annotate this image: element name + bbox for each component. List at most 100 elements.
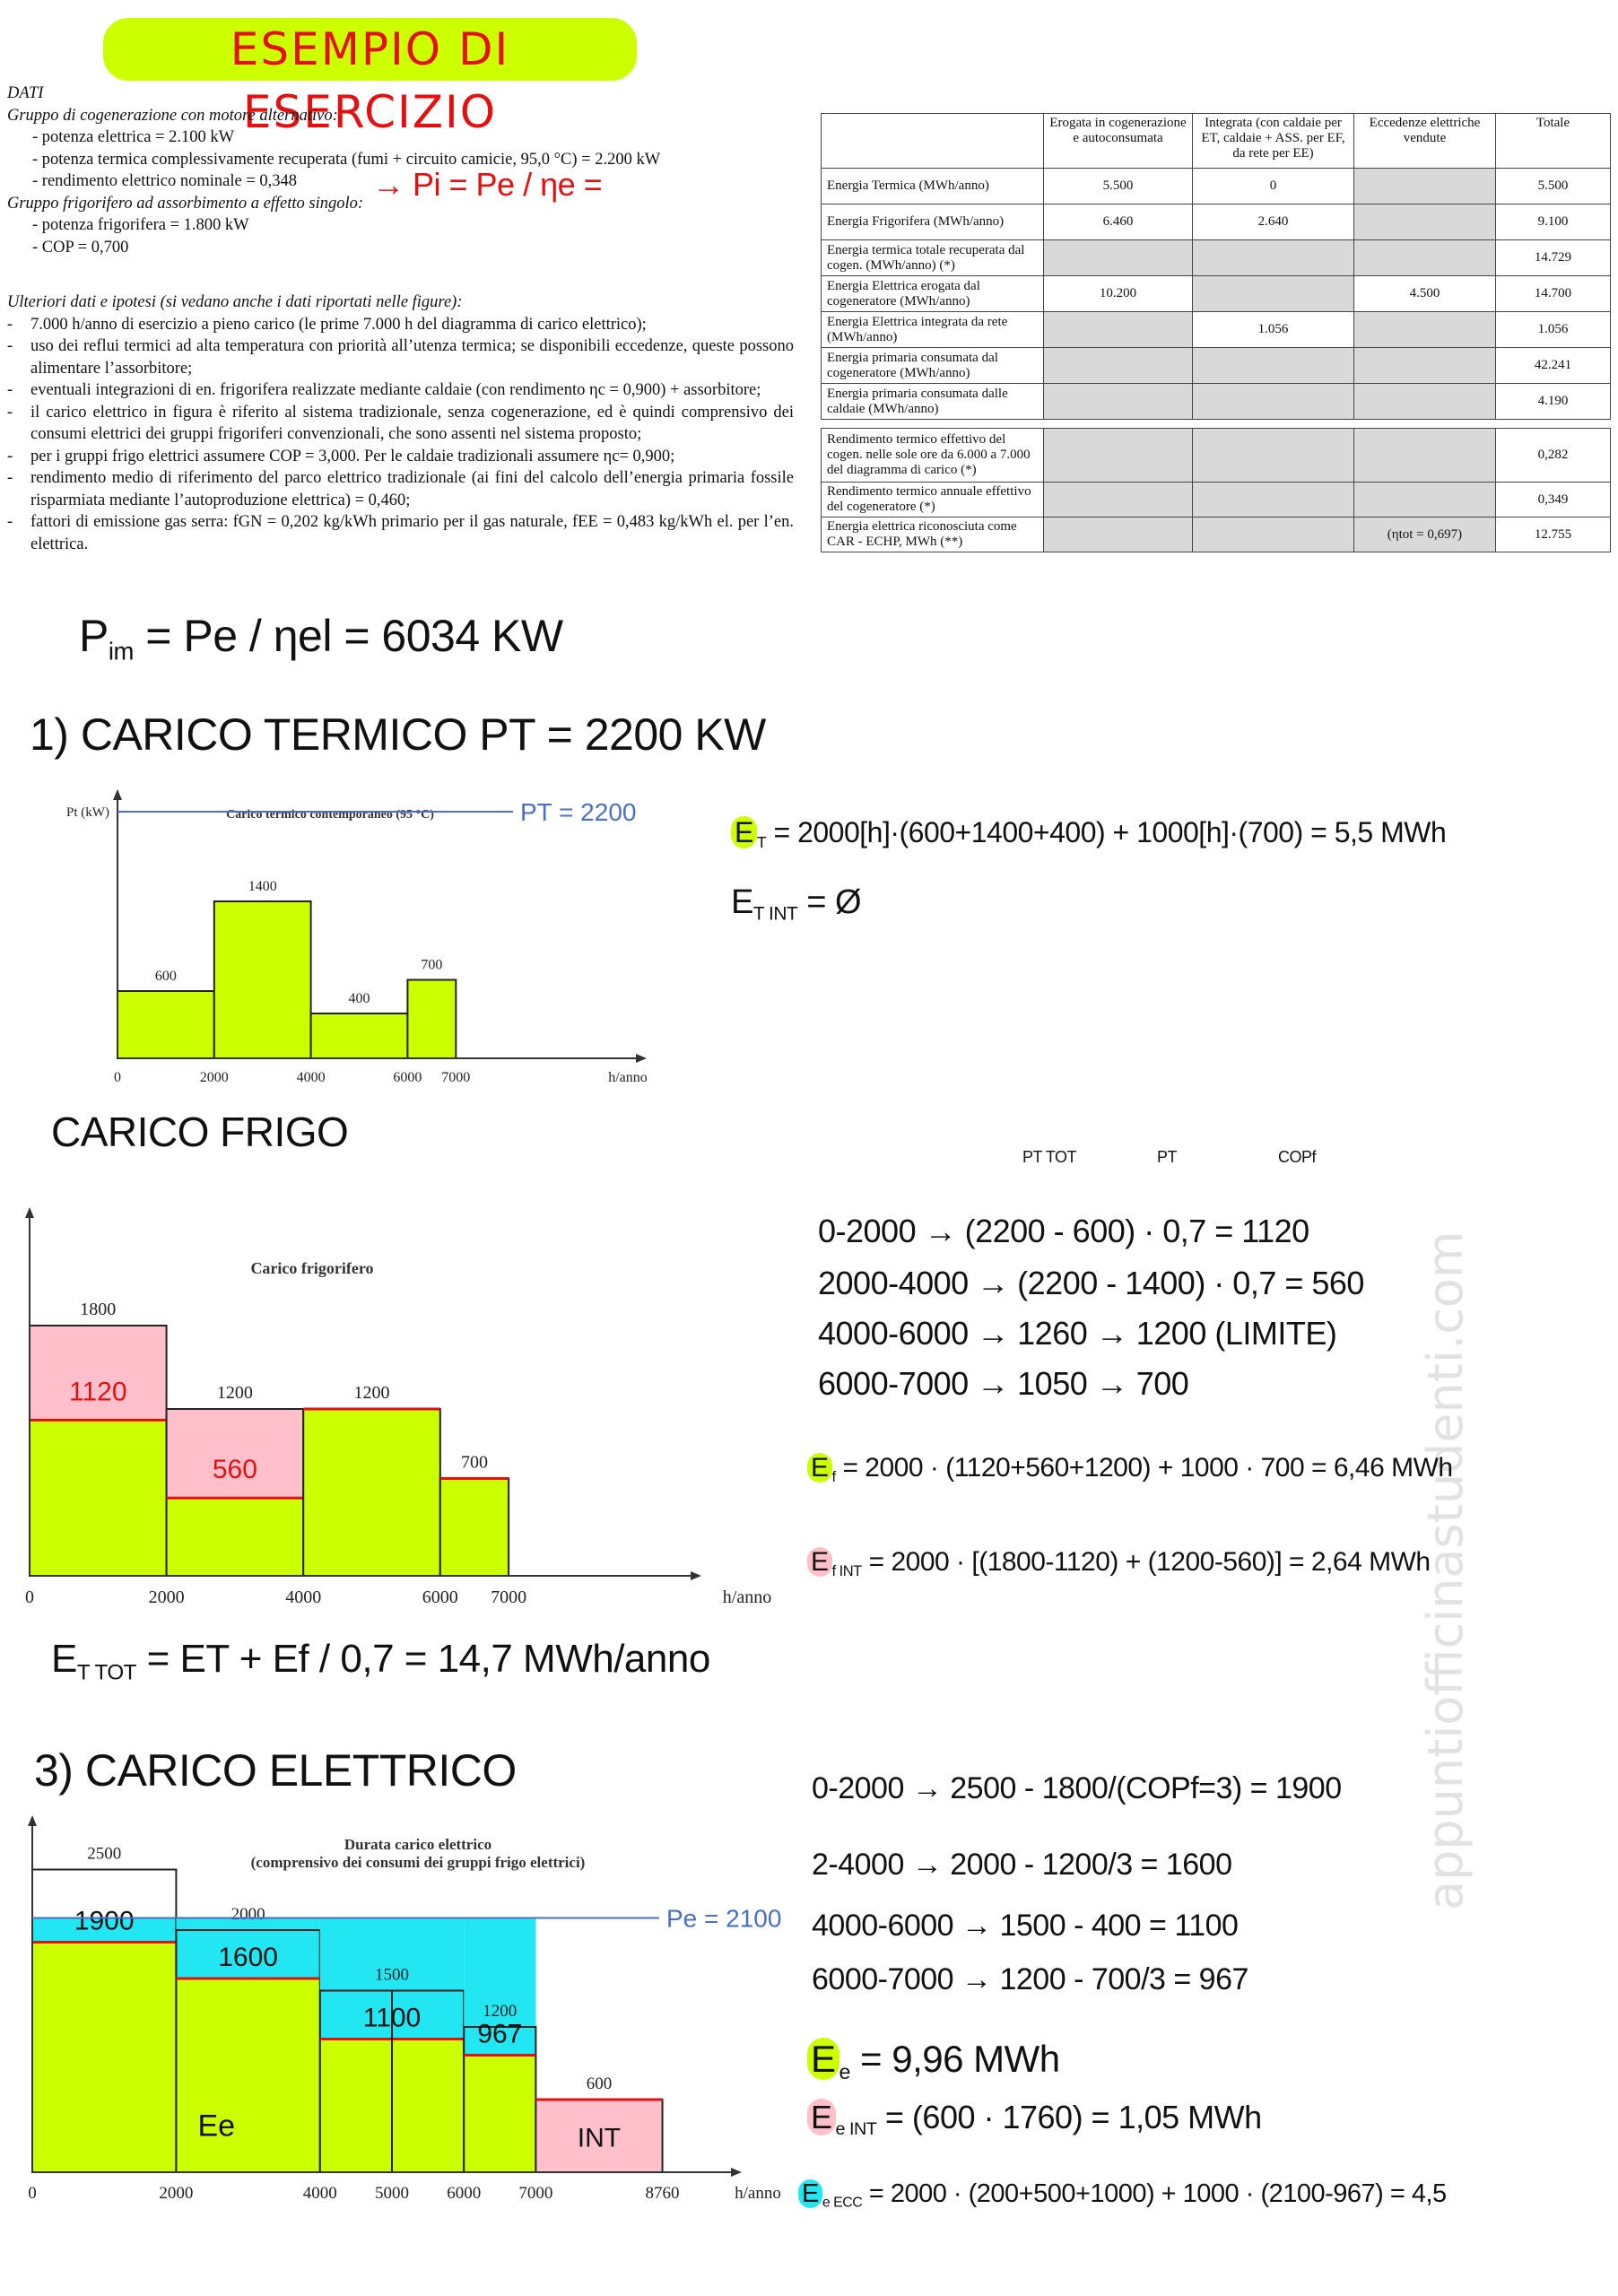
ef-int-symbol: E — [807, 1547, 832, 1577]
chart-title: Durata carico elettrico — [344, 1836, 491, 1853]
empty-cell — [1192, 383, 1354, 420]
handwritten-bar-note: 967 — [477, 2019, 522, 2048]
x-tick-label: 6000 — [393, 1070, 422, 1085]
value-cell: 5.500 — [1495, 168, 1611, 204]
pim-formula: Pim = Pe / ηel = 6034 KW — [79, 610, 563, 666]
x-tick-label: 5000 — [375, 2184, 409, 2203]
bar-erogata — [176, 1979, 320, 2172]
handwritten-bar-note: 1100 — [363, 2004, 422, 2033]
ee-int-rhs: = (600 · 1760) = 1,05 MWh — [884, 2099, 1262, 2135]
cogen-item: - potenza elettrica = 2.100 kW — [32, 128, 235, 146]
cogen-item: - potenza termica complessivamente recup… — [32, 150, 661, 169]
x-tick-label: 7000 — [518, 2184, 552, 2203]
x-tick-label: 0 — [114, 1070, 121, 1085]
col-label-pttot: PT TOT — [1022, 1148, 1077, 1166]
bar-erogata — [30, 1420, 167, 1576]
chart-title: Carico termico contemporaneo (95 °C) — [226, 808, 434, 822]
ef-rhs: = 2000 · (1120+560+1200) + 1000 · 700 = … — [842, 1453, 1453, 1483]
value-cell: 9.100 — [1495, 204, 1611, 240]
x-tick-label: 4000 — [303, 2184, 337, 2203]
x-tick-label: 2000 — [149, 1587, 185, 1607]
empty-cell — [1353, 428, 1496, 483]
ef-int-sub: f INT — [831, 1562, 863, 1579]
bar-erogata — [439, 1478, 509, 1576]
bar-erogata — [213, 901, 311, 1058]
integrated-area — [30, 1326, 167, 1421]
empty-cell — [1192, 275, 1354, 312]
cogen-item: - rendimento elettrico nominale = 0,348 — [32, 172, 298, 190]
frigo-calc-line: 6000-7000 → 1050 → 700 — [818, 1365, 1189, 1402]
empty-cell — [1043, 239, 1193, 276]
y-axis-label: Pt (kW) — [66, 805, 109, 820]
ulteriori-heading: Ulteriori dati e ipotesi (si vedano anch… — [7, 293, 463, 311]
x-tick-label: 0 — [25, 1587, 34, 1607]
et-int-formula: ET INT = Ø — [731, 883, 862, 925]
bar-value-label: 600 — [155, 969, 177, 984]
row-label: Energia Elettrica erogata dal cogenerato… — [821, 275, 1044, 312]
row-label: Energia primaria consumata dalle caldaie… — [821, 383, 1044, 420]
et-tot-formula: ET TOT = ET + Ef / 0,7 = 14,7 MWh/anno — [51, 1637, 710, 1685]
column-header: Eccedenze elettriche vendute — [1353, 113, 1496, 169]
assumption-item: fattori di emissione gas serra: fGN = 0,… — [7, 511, 794, 555]
results-table: Erogata in cogenerazione e autoconsumata… — [821, 113, 1611, 420]
column-header — [821, 113, 1044, 169]
el-calc-line: 6000-7000 → 1200 - 700/3 = 967 — [812, 1962, 1248, 1996]
et-tot-symbol: E — [51, 1637, 77, 1681]
value-cell: 1.056 — [1495, 311, 1611, 348]
ee-rhs: = 9,96 MWh — [860, 2038, 1060, 2080]
frigo-heading: Gruppo frigorifero ad assorbimento a eff… — [7, 194, 364, 213]
bar-value-label: 700 — [421, 958, 442, 973]
et-int-symbol: E — [731, 883, 753, 921]
bar-value-label: 1400 — [248, 879, 277, 894]
efficiency-table: Rendimento termico effettivo del cogen. … — [821, 428, 1611, 552]
value-cell: (ηtot = 0,697) — [1353, 517, 1496, 552]
et-sub: T — [756, 833, 767, 852]
et-symbol: E — [731, 816, 757, 848]
chart-subtitle: (comprensivo dei consumi dei gruppi frig… — [251, 1854, 586, 1871]
x-tick-label: 8760 — [646, 2184, 680, 2203]
ee-ecc-rhs: = 2000 · (200+500+1000) + 1000 · (2100-9… — [868, 2179, 1447, 2208]
pim-rhs: = Pe / ηel = 6034 KW — [145, 611, 563, 661]
bar-value-label: 700 — [461, 1453, 488, 1473]
bar-erogata — [407, 979, 457, 1058]
assumption-item: uso dei reflui termici ad alta temperatu… — [7, 335, 794, 379]
bar-erogata — [166, 1498, 304, 1576]
section-2-heading: CARICO FRIGO — [51, 1109, 349, 1155]
bar-value-label: 2000 — [231, 1905, 265, 1924]
bar-erogata — [303, 1409, 440, 1576]
table-row: Rendimento termico effettivo del cogen. … — [821, 428, 1611, 483]
table-row: Energia termica totale recuperata dal co… — [821, 239, 1611, 276]
empty-cell — [1043, 383, 1193, 420]
assumption-item: rendimento medio di riferimento del parc… — [7, 467, 794, 511]
assumptions-list: 7.000 h/anno di esercizio a pieno carico… — [7, 314, 794, 556]
y-axis-arrow — [113, 789, 122, 800]
cogen-heading: Gruppo di cogenerazione con motore alter… — [7, 106, 338, 125]
x-axis-label: h/anno — [723, 1587, 771, 1607]
empty-cell — [1043, 517, 1193, 552]
pim-sub: im — [108, 637, 135, 665]
row-label: Energia Frigorifera (MWh/anno) — [821, 204, 1044, 240]
col-label-pt: PT — [1157, 1148, 1178, 1166]
et-rhs: = 2000[h]·(600+1400+400) + 1000[h]·(700)… — [773, 816, 1447, 848]
section-3-heading: 3) CARICO ELETTRICO — [34, 1745, 517, 1796]
empty-cell — [1043, 347, 1193, 384]
power-limit-label: PT = 2200 — [520, 798, 636, 826]
value-cell: 10.200 — [1043, 275, 1193, 312]
ee-sub: e — [839, 2060, 851, 2084]
empty-cell — [1353, 311, 1496, 348]
value-cell: 14.729 — [1495, 239, 1611, 276]
frigo-calc-line: 0-2000 → (2200 - 600) · 0,7 = 1120 — [818, 1213, 1309, 1249]
el-calc-line: 2-4000 → 2000 - 1200/3 = 1600 — [812, 1848, 1232, 1882]
bar-erogata — [117, 991, 214, 1058]
handwritten-bar-note: INT — [578, 2124, 621, 2153]
row-label: Energia elettrica riconosciuta come CAR … — [821, 517, 1044, 552]
x-axis-label: h/anno — [608, 1070, 648, 1085]
et-tot-rhs: = ET + Ef / 0,7 = 14,7 MWh/anno — [146, 1637, 711, 1681]
value-cell: 4.190 — [1495, 383, 1611, 420]
table-row: Energia elettrica riconosciuta come CAR … — [821, 517, 1611, 552]
column-header: Totale — [1495, 113, 1611, 169]
row-label: Rendimento termico annuale effettivo del… — [821, 482, 1044, 517]
